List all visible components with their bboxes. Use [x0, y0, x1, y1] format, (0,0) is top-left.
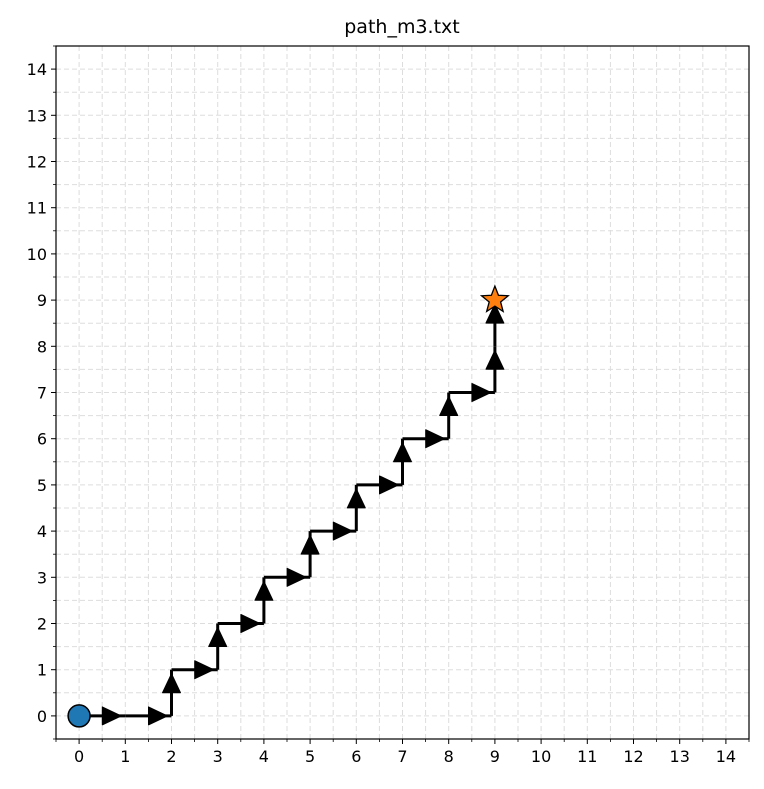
y-tick-label: 3 — [37, 568, 47, 587]
x-tick-label: 2 — [166, 747, 176, 766]
path-arrowhead — [471, 383, 492, 402]
goal-marker — [479, 284, 510, 313]
x-axis-ticks: 0 1 2 3 4 5 6 7 8 9 10 11 12 13 14 — [55, 739, 750, 766]
path-arrowhead — [162, 673, 181, 694]
x-tick-label: 12 — [623, 747, 643, 766]
y-tick-label: 0 — [37, 707, 47, 726]
y-tick-label: 5 — [37, 476, 47, 495]
y-tick-label: 10 — [27, 245, 47, 264]
path-arrowhead — [425, 429, 446, 449]
y-tick-label: 14 — [27, 60, 47, 79]
plot-frame — [55, 45, 750, 740]
path-markers — [67, 284, 510, 728]
x-tick-label: 10 — [531, 747, 551, 766]
grid-lines — [55, 45, 750, 740]
path-arrowhead — [194, 660, 215, 680]
y-tick-label: 9 — [37, 291, 47, 310]
x-tick-label: 13 — [670, 747, 690, 766]
y-tick-label: 12 — [27, 153, 47, 172]
x-tick-label: 6 — [351, 747, 361, 766]
path-arrowhead — [208, 627, 228, 647]
path-arrowhead — [439, 396, 459, 416]
x-tick-label: 0 — [74, 747, 84, 766]
y-tick-label: 1 — [37, 661, 47, 680]
path-arrowhead — [485, 349, 505, 370]
x-tick-label: 7 — [397, 747, 407, 766]
x-tick-label: 14 — [716, 747, 736, 766]
path-arrowhead — [485, 303, 505, 324]
x-tick-label: 3 — [213, 747, 223, 766]
start-marker — [67, 704, 91, 728]
path-arrowhead — [332, 521, 353, 541]
path-arrowhead — [346, 488, 366, 509]
x-tick-label: 5 — [305, 747, 315, 766]
path-arrowhead — [286, 567, 307, 587]
x-tick-label: 11 — [577, 747, 597, 766]
path-arrowhead — [240, 614, 261, 633]
y-tick-label: 7 — [37, 384, 47, 403]
y-tick-label: 11 — [27, 199, 47, 218]
y-tick-label: 4 — [37, 522, 47, 541]
y-tick-label: 13 — [27, 106, 47, 125]
path-arrowhead — [393, 442, 412, 463]
path-arrowhead — [148, 706, 168, 726]
path-arrowhead — [379, 475, 399, 495]
y-tick-label: 8 — [37, 337, 47, 356]
path-arrowhead — [300, 534, 320, 555]
x-tick-label: 4 — [259, 747, 269, 766]
path-arrowhead — [101, 706, 122, 726]
y-tick-label: 6 — [37, 430, 47, 449]
y-tick-label: 2 — [37, 615, 47, 634]
path-arrows — [79, 300, 505, 726]
x-tick-label: 8 — [444, 747, 454, 766]
path-arrowhead — [254, 580, 274, 601]
x-tick-label: 1 — [120, 747, 130, 766]
x-tick-label: 9 — [490, 747, 500, 766]
chart-title: path_m3.txt — [344, 16, 459, 38]
